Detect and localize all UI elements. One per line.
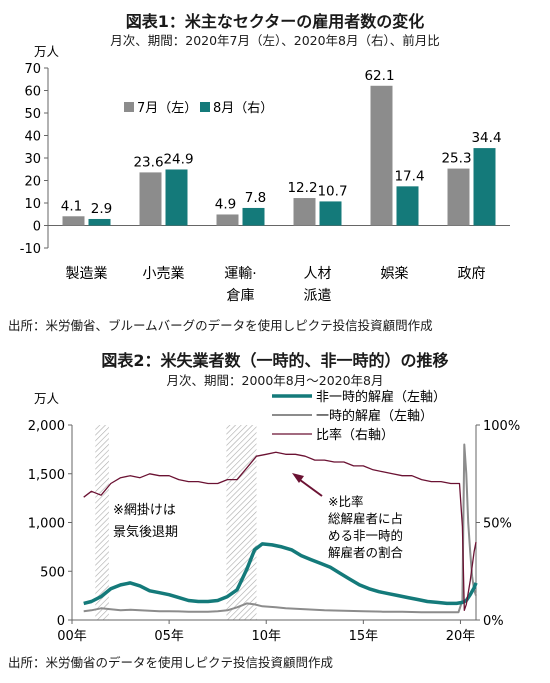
legend-label: 一時的解雇（左軸） [316,408,433,424]
series-line [83,443,477,614]
legend-swatch [200,102,210,112]
data-label: 7.8 [245,190,266,206]
category-label: 人材 [304,266,332,282]
bar [370,85,393,226]
ratio-note: める非一時的 [328,528,403,543]
ratio-arrowhead [292,473,304,483]
y-tick-label: 40 [24,130,41,145]
line-chart: 万人 0 500 1,000 1,500 2,000 0% 50% 100% 00年 05年 10年 1… [28,389,520,644]
left-unit-label: 万人 [34,391,60,406]
left-tick-label: 500 [40,565,65,580]
data-label: 4.1 [61,198,82,214]
ratio-note: 解雇者の割合 [328,545,404,560]
left-tick-label: 1,000 [28,517,65,532]
category-label: 運輸· [224,266,256,282]
series-line [83,542,478,606]
bar-chart: 万人 -10 0 10 20 30 40 50 60 70 4.1 2.9 製造業 23.6 24.9 小売業… [20,44,510,304]
category-label: 政府 [458,266,486,282]
y-tick-label: 50 [24,107,41,122]
chart2-source: 出所：米労働省のデータを使用しピクテ投信投資顧問作成 [8,655,334,670]
recession-band [226,425,257,620]
bar [139,172,162,226]
data-label: 10.7 [317,183,347,199]
data-label: 23.6 [133,154,163,170]
y-tick-label: 10 [24,197,41,212]
bar [62,216,85,226]
category-label: 倉庫 [227,287,255,304]
y-tick-label: 70 [24,62,41,77]
bar [473,148,496,226]
bar [396,186,419,226]
data-label: 4.9 [215,196,236,212]
category-label: 小売業 [143,266,185,282]
right-tick-label: 100% [483,419,520,434]
y-tick-label: 30 [24,152,41,167]
bar [88,218,111,226]
x-tick-label: 15年 [349,629,379,644]
chart1-subtitle: 月次、期間：2020年7月（左）、2020年8月（右）、前月比 [110,33,440,48]
recession-note: ※網掛けは [113,503,176,518]
category-label: 派遣 [304,288,332,304]
data-label: 2.9 [91,201,112,217]
ratio-note: 総解雇者に占 [328,511,403,526]
ratio-note: ※比率 [328,494,363,509]
bar [447,168,470,226]
legend-label: 比率（右軸） [316,427,394,443]
right-tick-label: 50% [483,517,512,532]
chart2-subtitle: 月次、期間：2000年8月～2020年8月 [166,373,384,388]
left-tick-label: 2,000 [28,419,65,434]
bar [165,169,188,226]
data-label: 62.1 [364,68,394,84]
data-label: 24.9 [163,151,193,167]
category-label: 製造業 [66,266,108,282]
right-tick-label: 0% [483,614,504,629]
chart1-title: 図表1：米主なセクターの雇用者数の変化 [125,12,425,31]
y-tick-label: 20 [24,175,41,190]
y-tick-label: -10 [20,242,41,257]
left-tick-label: 1,500 [28,468,65,483]
x-tick-label: 20年 [446,629,476,644]
x-tick-label: 05年 [154,629,184,644]
category-label: 娯楽 [381,266,409,282]
data-label: 25.3 [441,151,471,167]
y-tick-label: 0 [33,220,41,235]
data-label: 12.2 [287,180,317,196]
data-label: 34.4 [471,130,501,146]
recession-band [95,425,109,620]
chart1-source: 出所：米労働省、ブルームバーグのデータを使用しピクテ投信投資顧問作成 [8,318,433,333]
data-label: 17.4 [394,168,424,184]
legend-label: 非一時的解雇（左軸） [316,389,446,405]
bar [293,198,316,226]
series-line [83,451,477,611]
x-tick-label: 00年 [57,629,87,644]
legend-label: 8月（右） [213,101,273,116]
y-tick-label: 60 [24,85,41,100]
left-tick-label: 0 [57,614,65,629]
bar [319,201,342,226]
recession-note: 景気後退期 [113,524,178,540]
x-tick-label: 10年 [251,629,281,644]
bar [242,207,265,226]
unit-label: 万人 [34,44,60,59]
bar [216,214,239,226]
chart2-title: 図表2：米失業者数（一時的、非一時的）の推移 [101,351,449,370]
legend-swatch [124,102,134,112]
legend-label: 7月（左） [137,101,197,116]
